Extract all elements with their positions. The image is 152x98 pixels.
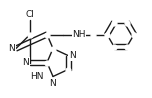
Text: HN: HN xyxy=(31,72,44,81)
Text: N: N xyxy=(22,58,29,67)
Text: N: N xyxy=(50,78,56,88)
Text: NH: NH xyxy=(72,30,86,39)
Text: N: N xyxy=(8,44,15,53)
Text: N: N xyxy=(69,51,76,60)
Text: Cl: Cl xyxy=(26,10,35,19)
